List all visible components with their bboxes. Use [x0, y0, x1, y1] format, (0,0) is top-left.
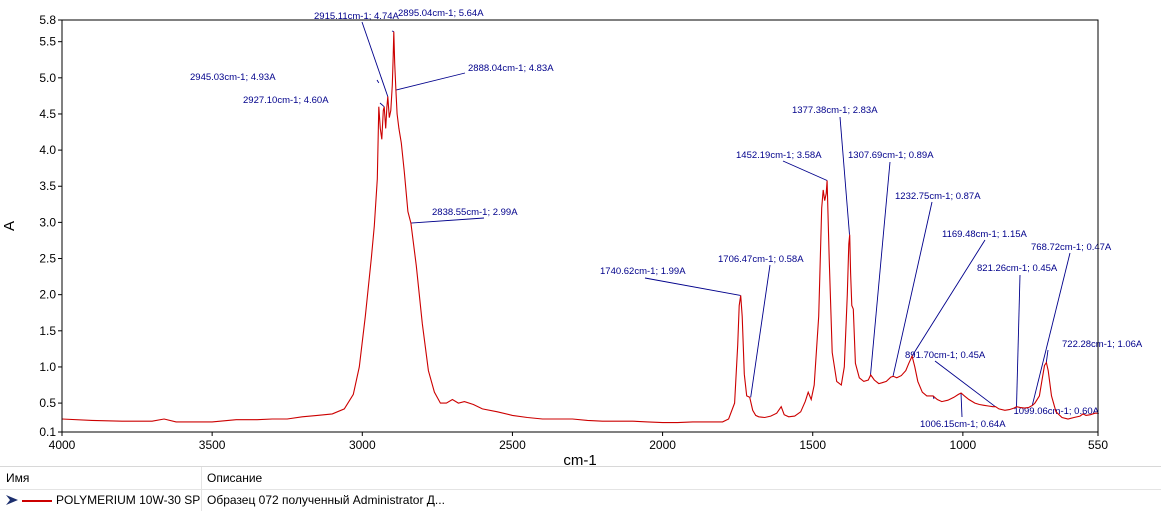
- x-tick-label: 3000: [349, 438, 376, 452]
- peak-annotation: 891.70cm-1; 0.45A: [905, 350, 996, 408]
- annotation-label: 1706.47cm-1; 0.58A: [718, 254, 804, 265]
- peak-annotation: 1740.62cm-1; 1.99A: [600, 266, 741, 296]
- annotation-label: 2838.55cm-1; 2.99A: [432, 207, 518, 218]
- annotation-label: 2895.04cm-1; 5.64A: [398, 8, 484, 19]
- y-tick-label: 5.5: [39, 35, 56, 49]
- y-tick-label: 3.5: [39, 179, 56, 193]
- annotation-leader-line: [376, 79, 380, 84]
- legend-row[interactable]: POLYMERIUM 10W-30 SP Образец 072 получен…: [0, 490, 1161, 511]
- y-tick-label: 1.0: [39, 360, 56, 374]
- y-tick-label: 4.5: [39, 107, 56, 121]
- annotation-leader-line: [644, 277, 741, 296]
- annotation-label: 1377.38cm-1; 2.83A: [792, 105, 878, 116]
- annotation-leader-line: [391, 30, 394, 33]
- annotation-leader-line: [1031, 252, 1071, 406]
- annotation-leader-line: [1045, 349, 1049, 363]
- peak-annotation: 1377.38cm-1; 2.83A: [792, 105, 878, 235]
- series-line-polymerium: [61, 31, 1098, 424]
- y-tick-label: 2.5: [39, 252, 56, 266]
- legend-header-name[interactable]: Имя: [6, 471, 30, 485]
- annotation-leader-line: [839, 116, 850, 235]
- spectrum-chart: 2945.03cm-1; 4.93A 2927.10cm-1; 4.60A 2915…: [1, 8, 1143, 466]
- annotation-label: 1006.15cm-1; 0.64A: [920, 419, 1006, 430]
- y-tick-label: 0.1: [39, 425, 56, 439]
- peak-annotation: 821.26cm-1; 0.45A: [977, 263, 1058, 407]
- annotation-leader-line: [911, 239, 986, 357]
- annotation-leader-line: [960, 392, 963, 418]
- peak-annotation: 768.72cm-1; 0.47A: [1031, 242, 1112, 406]
- x-tick-label: 550: [1088, 438, 1108, 452]
- column-separator: [201, 467, 202, 511]
- peak-annotation: 1169.48cm-1; 1.15A: [911, 229, 1028, 357]
- annotation-label: 1232.75cm-1; 0.87A: [895, 191, 981, 202]
- annotation-leader-line: [782, 160, 828, 181]
- x-tick-label: 2500: [499, 438, 526, 452]
- x-tick-label: 1000: [950, 438, 977, 452]
- annotation-label: 2927.10cm-1; 4.60A: [243, 95, 329, 106]
- annotation-leader-line: [395, 72, 466, 91]
- peak-annotation: 2927.10cm-1; 4.60A: [243, 95, 385, 108]
- annotation-label: 722.28cm-1; 1.06A: [1062, 339, 1143, 350]
- legend-header: Имя Описание: [0, 467, 1161, 490]
- annotation-leader-line: [870, 161, 891, 375]
- y-tick-label: 0.5: [39, 396, 56, 410]
- peak-annotation: 1006.15cm-1; 0.64A: [920, 392, 1006, 430]
- y-axis-title: A: [1, 221, 18, 231]
- x-tick-label: 4000: [49, 438, 76, 452]
- x-axis: 4000 3500 3000 2500 2000 1500 1000 550: [49, 432, 1108, 452]
- annotation-leader-line: [892, 201, 933, 377]
- annotation-label: 2945.03cm-1; 4.93A: [190, 72, 276, 83]
- peak-annotation: 2888.04cm-1; 4.83A: [395, 63, 554, 91]
- x-tick-label: 1500: [799, 438, 826, 452]
- y-tick-label: 5.8: [39, 13, 56, 27]
- y-tick-label: 5.0: [39, 71, 56, 85]
- annotation-label: 891.70cm-1; 0.45A: [905, 350, 986, 361]
- annotation-label: 2888.04cm-1; 4.83A: [468, 63, 554, 74]
- plot-frame: [61, 19, 1099, 433]
- peak-annotation: 2915.11cm-1; 4.74A: [314, 11, 400, 97]
- y-tick-label: 3.0: [39, 215, 56, 229]
- y-tick-label: 2.0: [39, 288, 56, 302]
- legend-series-description: Образец 072 полученный Administrator Д..…: [207, 493, 445, 507]
- annotation-label: 1740.62cm-1; 1.99A: [600, 266, 686, 277]
- annotation-leader-line: [934, 360, 996, 408]
- y-axis: 0.1 0.5 1.0 1.5 2.0 2.5 3.0 3.5 4.0 4.5 5.0 5.5 5.8: [39, 13, 62, 439]
- peak-annotation: 722.28cm-1; 1.06A: [1045, 339, 1143, 363]
- annotation-leader-line: [410, 217, 485, 224]
- annotation-leader-line: [361, 21, 389, 97]
- annotation-label: 768.72cm-1; 0.47A: [1031, 242, 1112, 253]
- peak-annotations: 2945.03cm-1; 4.93A 2927.10cm-1; 4.60A 2915…: [190, 8, 1143, 430]
- annotation-label: 821.26cm-1; 0.45A: [977, 263, 1058, 274]
- series-color-swatch: [22, 500, 52, 502]
- annotation-label: 2915.11cm-1; 4.74A: [314, 11, 400, 22]
- legend-table: Имя Описание POLYMERIUM 10W-30 SP Образе…: [0, 466, 1161, 511]
- annotation-label: 1452.19cm-1; 3.58A: [736, 150, 822, 161]
- annotation-label: 1307.69cm-1; 0.89A: [848, 150, 934, 161]
- x-tick-label: 2000: [649, 438, 676, 452]
- peak-annotation: 1706.47cm-1; 0.58A: [718, 254, 804, 398]
- annotation-leader-line: [1016, 274, 1021, 407]
- annotation-label: 1169.48cm-1; 1.15A: [942, 229, 1028, 240]
- y-tick-label: 4.0: [39, 143, 56, 157]
- legend-series-name: POLYMERIUM 10W-30 SP: [56, 493, 201, 507]
- peak-annotation: 2945.03cm-1; 4.93A: [190, 72, 380, 84]
- legend-header-description[interactable]: Описание: [207, 471, 263, 485]
- annotation-leader-line: [750, 264, 771, 398]
- row-selector-arrow-icon: [6, 495, 18, 505]
- x-tick-label: 3500: [199, 438, 226, 452]
- y-tick-label: 1.5: [39, 324, 56, 338]
- peak-annotation: 2838.55cm-1; 2.99A: [410, 207, 518, 224]
- peak-annotation: 1452.19cm-1; 3.58A: [736, 150, 828, 181]
- peak-annotation: 2895.04cm-1; 5.64A: [391, 8, 484, 33]
- x-axis-title: cm-1: [563, 452, 596, 466]
- annotation-label: 1099.06cm-1; 0.60A: [1013, 406, 1099, 417]
- peak-annotation: 1307.69cm-1; 0.89A: [848, 150, 934, 375]
- peak-annotation: 1232.75cm-1; 0.87A: [892, 191, 981, 377]
- annotation-leader-line: [379, 102, 385, 108]
